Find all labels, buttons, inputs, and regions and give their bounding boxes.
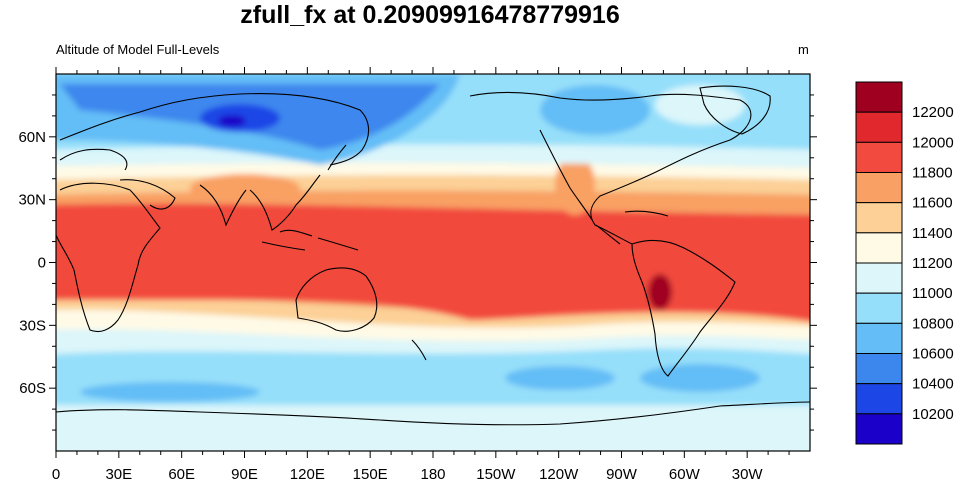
coast-south-america [631,239,736,377]
colorbar-label: 11800 [912,165,953,182]
x-tick-label: 60W [669,466,701,483]
coastlines [56,85,810,426]
coast-se-asia [249,174,321,231]
colorbar-label: 11600 [912,195,953,212]
colorbar-swatch [855,292,903,324]
coast-north-america [469,91,752,245]
colorbar-swatch [855,141,903,173]
x-tick-label: 150W [476,466,516,483]
x-tick-label: 180 [420,466,445,483]
colorbar: 12200 12000 11800 11600 11400 11200 11000 10800… [855,81,954,445]
colorbar-label: 10800 [912,315,954,332]
left-subtitle: Altitude of Model Full-Levels [56,42,220,57]
colorbar-swatch [855,322,903,355]
colorbar-swatch [855,81,903,113]
coast-antarctica [56,401,810,426]
coast-central-america [595,210,669,245]
colorbar-swatch [855,202,903,234]
coast-europe [59,148,128,171]
x-tick-label: 90E [231,466,258,483]
units-subtitle: m [798,42,809,57]
coast-australia [295,267,378,332]
coast-africa [56,182,161,333]
colorbar-label: 11200 [912,255,953,272]
coast-arabia [119,179,176,210]
coast-indonesia [261,229,359,251]
colorbar-swatch [855,262,903,294]
colorbar-swatch [855,232,903,264]
plot-title: zfull_fx at 0.20909916478779916 [240,1,620,29]
field-fill [56,74,810,451]
colorbar-label: 11400 [912,225,953,242]
coast-india [199,184,247,227]
coast-eurasia [59,93,370,166]
colorbar-label: 11000 [912,285,953,302]
x-tick-label: 90W [606,466,638,483]
x-tick-label: 0 [52,466,60,483]
y-axis: 60N 30N 0 30S 60S [18,94,817,431]
coast-japan [327,144,347,171]
x-tick-label: 30W [732,466,764,483]
x-tick-label: 120W [539,466,579,483]
coast-new-zealand [411,339,427,361]
colorbar-label: 10400 [912,376,954,393]
x-tick-label: 30E [105,466,132,483]
colorbar-label: 10600 [912,346,954,363]
colorbar-label: 12200 [912,104,954,121]
x-tick-label: 150E [353,466,388,483]
x-axis: 0 30E 60E 90E 120E 150E 180 150W 120W 90W 60W 30W [52,67,790,483]
coast-west-na [539,129,593,221]
coast-greenland [699,85,771,135]
colorbar-swatch [855,172,903,204]
colorbar-swatch [855,413,903,445]
colorbar-label: 10200 [912,406,954,423]
colorbar-swatch [855,111,903,143]
y-tick-label: 0 [38,255,46,272]
y-tick-label: 30S [19,317,46,334]
colorbar-label: 12000 [912,134,954,151]
y-tick-label: 60S [19,380,46,397]
x-tick-label: 60E [168,466,195,483]
x-tick-label: 120E [290,466,325,483]
y-tick-label: 60N [18,129,46,146]
colorbar-swatch [855,353,903,385]
y-tick-label: 30N [18,192,46,209]
colorbar-swatch [855,383,903,415]
